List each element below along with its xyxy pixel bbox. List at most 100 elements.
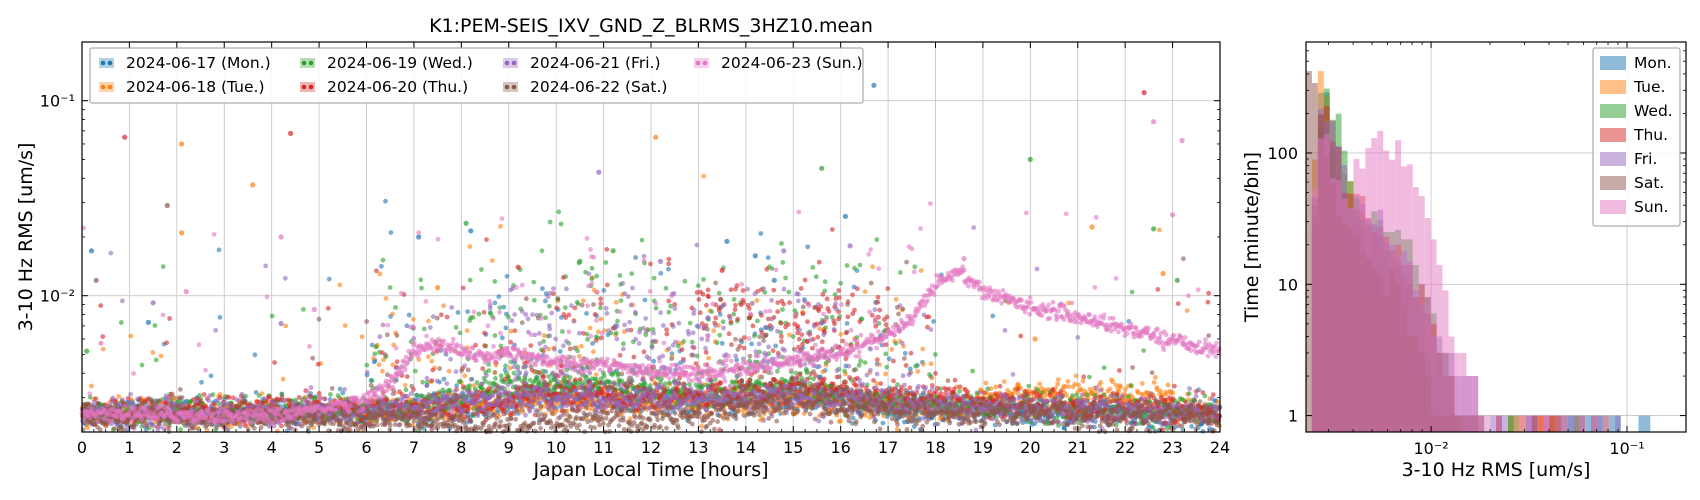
scatter-point [666, 309, 672, 315]
scatter-point [852, 265, 857, 271]
scatter-point [169, 391, 175, 397]
scatter-point [711, 328, 717, 334]
scatter-point [468, 315, 474, 320]
scatter-point [556, 209, 562, 215]
scatter-point [420, 379, 425, 385]
scatter-point [467, 383, 473, 388]
scatter-point [388, 230, 394, 236]
scatter-point [842, 368, 848, 374]
scatter-point [410, 316, 416, 322]
scatter-point [543, 298, 548, 304]
scatter-point [456, 379, 462, 384]
scatter-point [915, 369, 921, 374]
scatter-point [146, 396, 151, 401]
scatter-point [153, 357, 159, 363]
scatter-point [201, 392, 207, 397]
scatter-point [492, 333, 498, 338]
scatter-point [468, 228, 474, 234]
scatter-point [253, 390, 259, 395]
scatter-point [492, 300, 498, 306]
scatter-point [1066, 384, 1072, 390]
scatter-point [441, 303, 446, 309]
scatter-point [1107, 386, 1113, 392]
scatter-point [462, 373, 468, 379]
scatter-point [342, 323, 348, 328]
scatter-point [479, 267, 484, 272]
scatter-point [907, 366, 913, 372]
scatter-point [488, 311, 494, 316]
scatter-point [1027, 156, 1033, 162]
scatter-point [780, 260, 786, 265]
scatter-point [465, 309, 470, 314]
scatter-point [1055, 377, 1061, 383]
scatter-point [858, 358, 864, 364]
scatter-point [503, 363, 508, 369]
scatter-point [579, 343, 584, 349]
scatter-point [499, 335, 505, 341]
scatter-point [84, 348, 90, 354]
scatter-point [653, 134, 659, 140]
scatter-point [199, 379, 204, 385]
scatter-point [1139, 381, 1145, 386]
scatter-point [160, 264, 166, 269]
scatter-point [467, 277, 473, 283]
scatter-point [1126, 394, 1131, 399]
scatter-point [889, 347, 895, 352]
scatter-point [716, 290, 722, 296]
scatter-point [139, 362, 145, 368]
scatter-point [337, 282, 343, 288]
scatter-point [871, 82, 877, 88]
scatter-point [158, 353, 164, 359]
scatter-point [540, 286, 545, 291]
scatter-point [537, 379, 542, 384]
scatter-point [252, 352, 258, 358]
scatter-point [591, 349, 596, 355]
scatter-point [613, 330, 619, 336]
scatter-point [371, 356, 376, 361]
scatter-point [543, 315, 548, 321]
scatter-point [497, 305, 503, 310]
scatter-point [920, 346, 926, 352]
scatter-point [619, 378, 624, 384]
scatter-point [870, 264, 875, 270]
scatter-point [406, 312, 412, 318]
scatter-point [874, 237, 880, 243]
scatter-point [179, 141, 185, 147]
scatter-point [1087, 374, 1092, 380]
scatter-point [893, 341, 899, 346]
scatter-point [731, 311, 737, 317]
scatter-point [669, 351, 675, 356]
scatter-point [1055, 381, 1060, 387]
scatter-point [479, 385, 484, 391]
scatter-point [85, 425, 90, 430]
scatter-point [933, 352, 938, 357]
scatter-point [894, 426, 900, 432]
scatter-point [283, 323, 289, 329]
scatter-point [699, 423, 704, 429]
scatter-point [1035, 387, 1040, 392]
scatter-point [1001, 379, 1007, 384]
scatter-point [920, 361, 926, 367]
scatter-point [1141, 348, 1147, 353]
scatter-point [208, 373, 214, 379]
scatter-point [884, 364, 890, 370]
scatter-point [1074, 392, 1079, 398]
scatter-point [790, 334, 796, 339]
scatter-point [574, 299, 580, 305]
scatter-point [340, 390, 346, 396]
scatter-point [402, 382, 408, 388]
scatter-point [577, 258, 583, 264]
scatter-point [412, 368, 418, 374]
scatter-point [328, 392, 333, 397]
scatter-point [589, 265, 595, 271]
scatter-point [898, 270, 903, 275]
scatter-point [178, 427, 184, 432]
scatter-point [832, 292, 838, 297]
scatter-point [717, 332, 723, 338]
scatter-point [269, 313, 275, 319]
scatter-point [810, 265, 816, 270]
scatter-point [658, 270, 664, 276]
scatter-point [633, 255, 638, 260]
scatter-point [850, 415, 856, 421]
